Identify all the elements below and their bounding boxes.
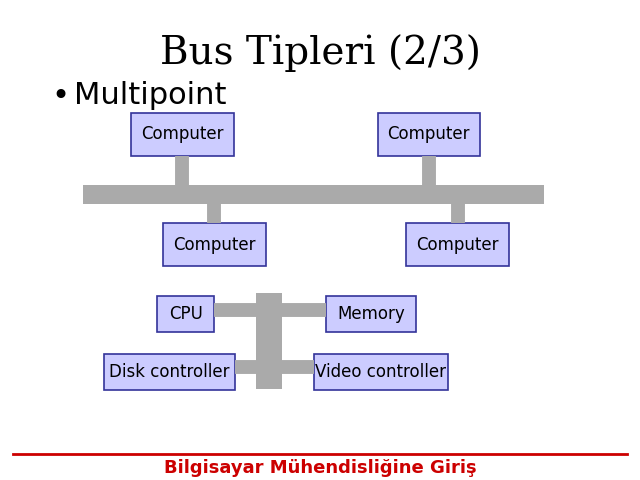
Text: Computer: Computer [417, 236, 499, 254]
FancyBboxPatch shape [83, 185, 544, 204]
Text: Computer: Computer [388, 125, 470, 144]
FancyBboxPatch shape [163, 223, 266, 266]
FancyBboxPatch shape [256, 293, 282, 389]
FancyBboxPatch shape [104, 354, 236, 390]
Text: Video controller: Video controller [316, 363, 446, 381]
Text: Memory: Memory [337, 305, 405, 324]
Text: Disk controller: Disk controller [109, 363, 230, 381]
FancyBboxPatch shape [314, 354, 448, 390]
FancyBboxPatch shape [378, 113, 480, 156]
FancyBboxPatch shape [157, 296, 214, 332]
Text: •: • [51, 82, 69, 110]
Text: Bilgisayar Mühendisliğine Giriş: Bilgisayar Mühendisliğine Giriş [164, 459, 476, 477]
Text: Multipoint: Multipoint [74, 82, 226, 110]
Text: Computer: Computer [141, 125, 223, 144]
Text: Computer: Computer [173, 236, 255, 254]
FancyBboxPatch shape [406, 223, 509, 266]
Text: Bus Tipleri (2/3): Bus Tipleri (2/3) [159, 34, 481, 72]
FancyBboxPatch shape [326, 296, 416, 332]
Text: CPU: CPU [169, 305, 202, 324]
FancyBboxPatch shape [131, 113, 234, 156]
